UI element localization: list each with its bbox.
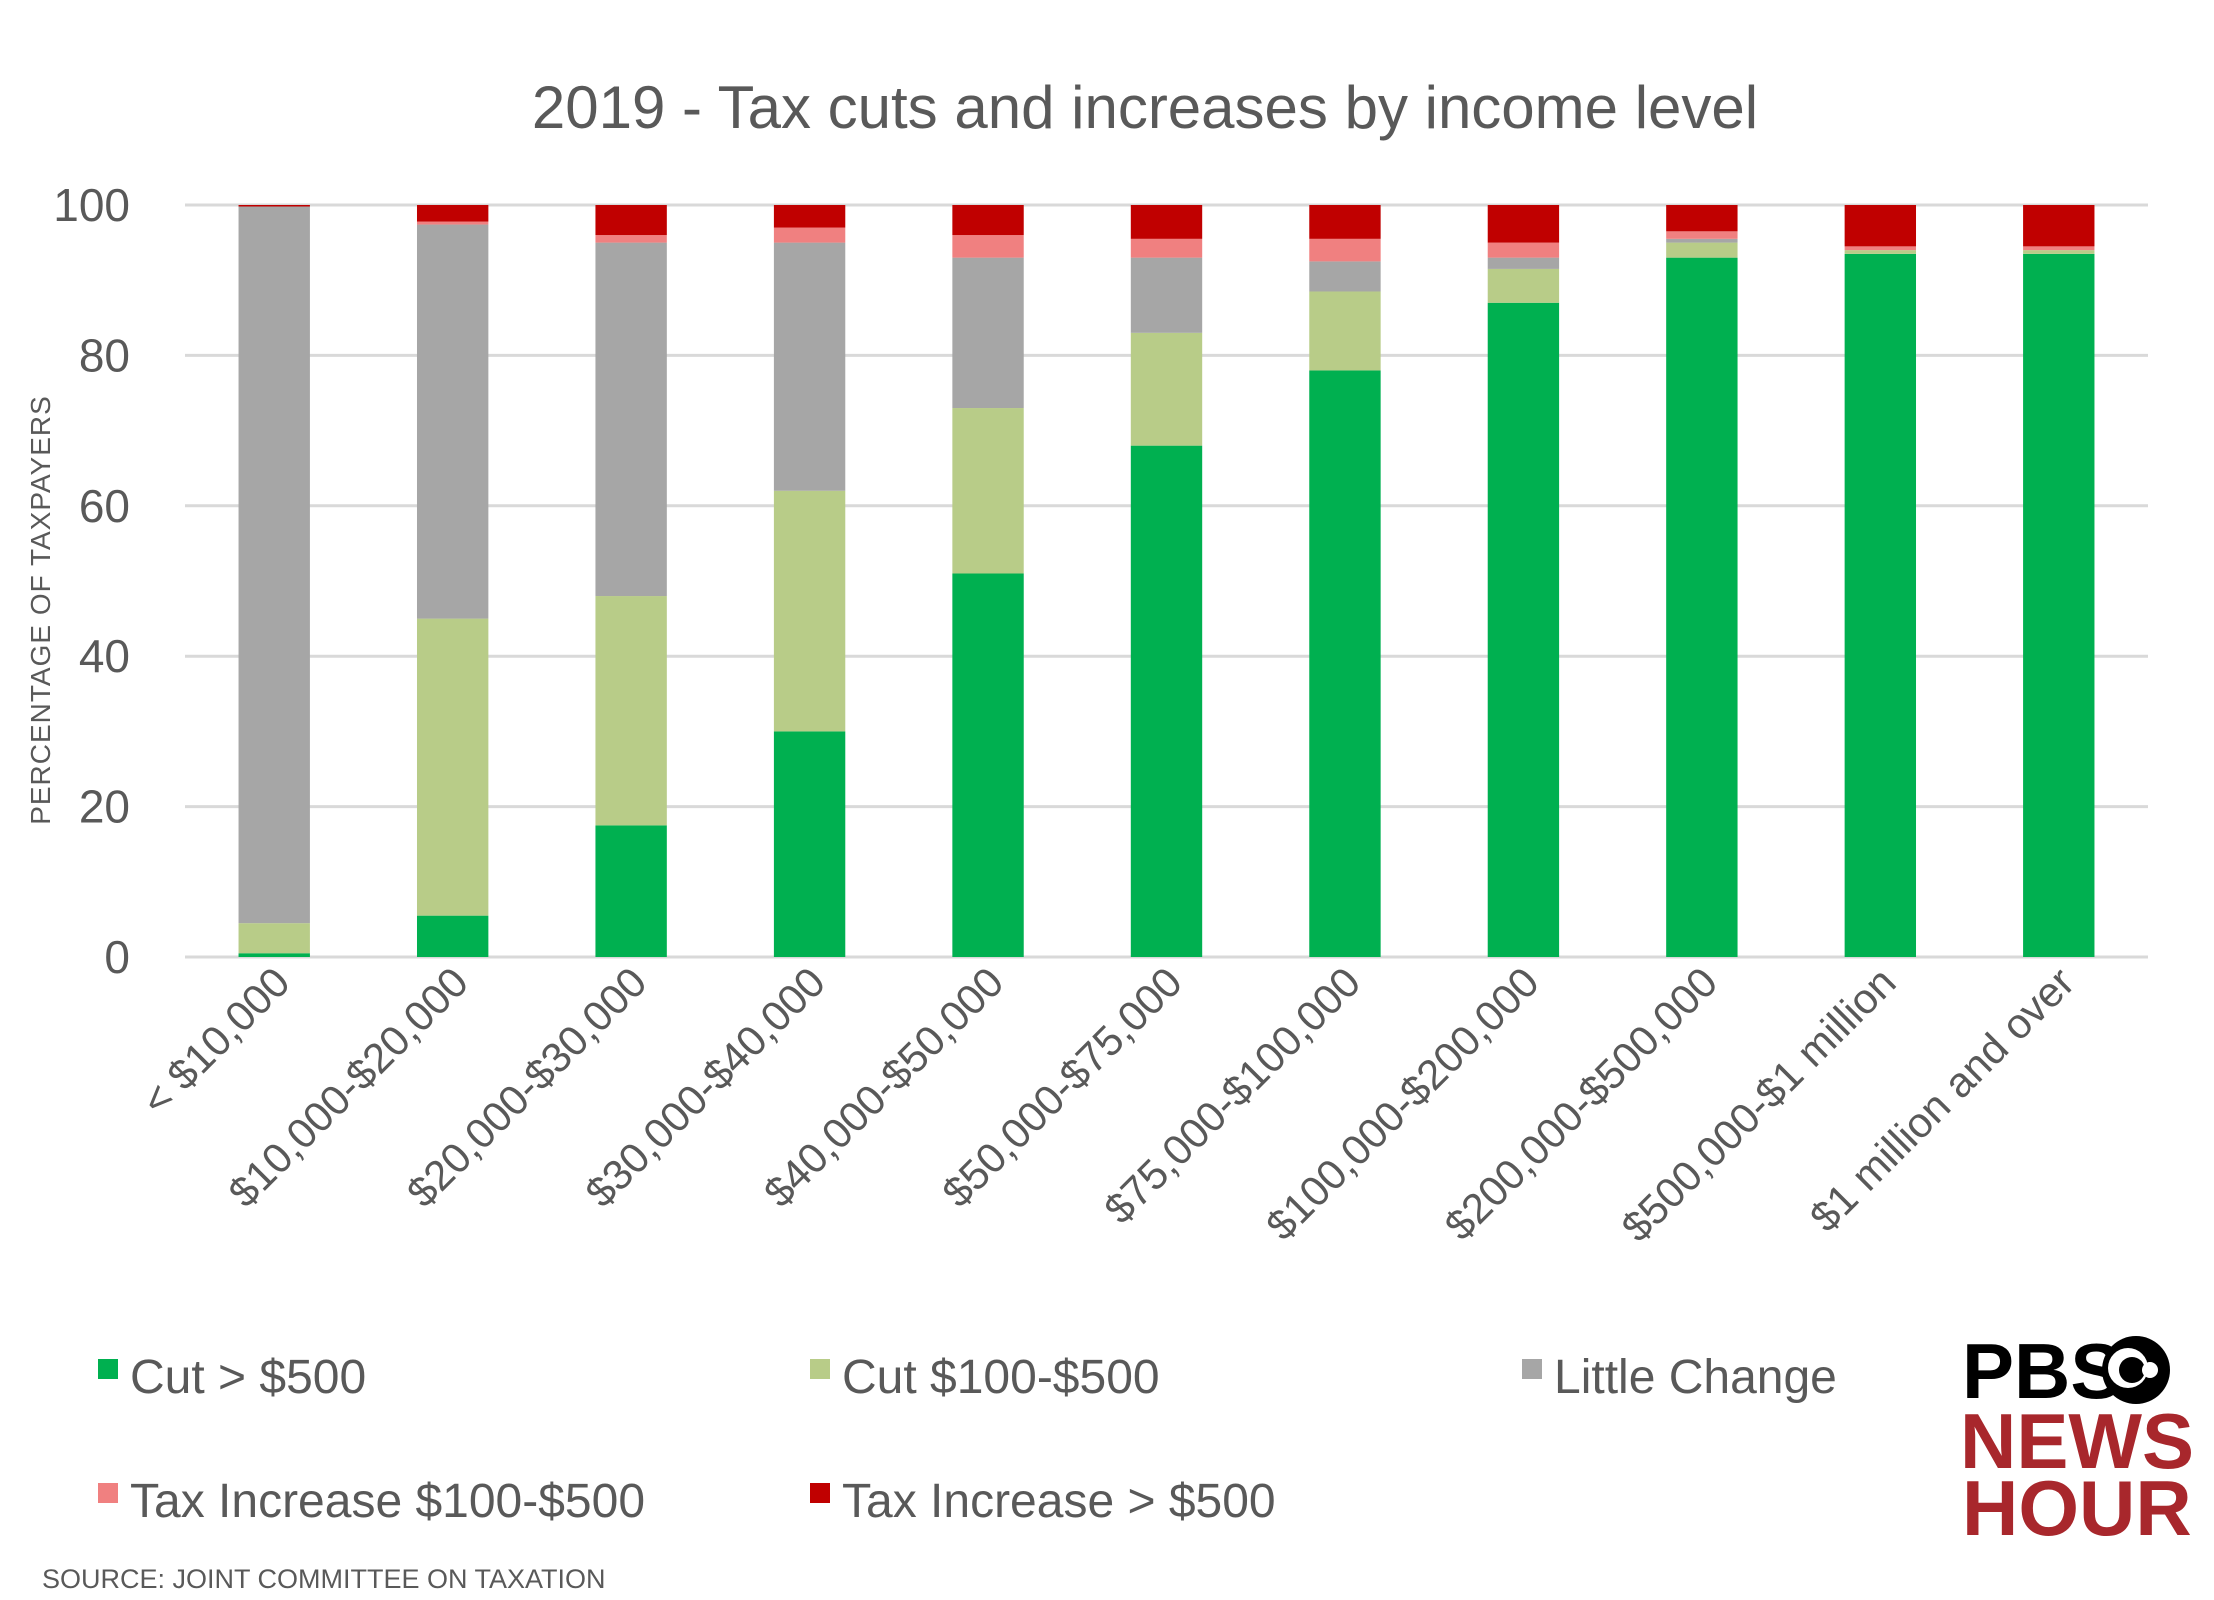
bars — [238, 205, 2095, 957]
bar-cut-100-500-6 — [1309, 291, 1381, 371]
bar-tax-increase-500-1 — [416, 205, 489, 222]
bar-cut-100-500-0 — [238, 923, 310, 954]
bar-cut-100-500-10 — [2023, 250, 2095, 254]
logo-line-hour: HOUR — [1962, 1464, 2192, 1552]
y-tick-label: 100 — [53, 179, 130, 231]
legend: Cut > $500 Cut $100-$500 Little Change Tax … — [98, 1351, 1837, 1528]
bar-tax-increase-500-0 — [238, 205, 310, 207]
legend-label-cut-500: Cut > $500 — [130, 1351, 366, 1404]
legend-label-cut-100-500: Cut $100-$500 — [842, 1351, 1160, 1404]
legend-swatch-tax-increase-500 — [810, 1483, 830, 1503]
bar-cut-100-500-3 — [773, 490, 846, 732]
bar-little-change-2 — [595, 242, 667, 597]
chart-title: 2019 - Tax cuts and increases by income … — [532, 74, 1758, 141]
y-tick-label: 20 — [79, 781, 130, 833]
logo-line-news: NEWS — [1960, 1397, 2194, 1485]
pbs-head-icon — [2102, 1336, 2170, 1404]
bar-tax-increase-100-500-2 — [595, 235, 667, 243]
bar-tax-increase-100-500-10 — [2023, 246, 2095, 251]
bar-little-change-6 — [1309, 261, 1381, 292]
bar-tax-increase-100-500-8 — [1666, 231, 1738, 239]
bar-cut-500-4 — [952, 573, 1024, 957]
bar-cut-100-500-5 — [1130, 332, 1203, 446]
bar-little-change-8 — [1666, 238, 1738, 243]
bar-tax-increase-500-10 — [2023, 205, 2095, 247]
pbs-newshour-logo: PBS NEWS HOUR — [1960, 1327, 2194, 1552]
bar-tax-increase-500-6 — [1309, 205, 1381, 239]
bar-tax-increase-500-2 — [595, 205, 667, 236]
bar-tax-increase-500-8 — [1666, 205, 1738, 232]
x-tick-label: < $10,000 — [132, 958, 298, 1124]
source-note: SOURCE: JOINT COMMITTEE ON TAXATION — [42, 1564, 606, 1594]
bar-cut-500-2 — [595, 825, 667, 957]
y-tick-label: 80 — [79, 329, 130, 381]
bar-tax-increase-100-500-3 — [773, 227, 846, 243]
bar-cut-100-500-1 — [416, 618, 489, 916]
bar-little-change-1 — [416, 224, 489, 619]
bar-tax-increase-100-500-4 — [952, 235, 1024, 258]
y-tick-label: 60 — [79, 480, 130, 532]
bar-little-change-3 — [773, 242, 846, 491]
bar-cut-500-0 — [238, 953, 310, 957]
bar-cut-500-6 — [1309, 370, 1381, 957]
bar-tax-increase-100-500-7 — [1487, 242, 1560, 258]
y-tick-label: 40 — [79, 630, 130, 682]
legend-label-tax-increase-100-500: Tax Increase $100-$500 — [130, 1475, 645, 1528]
bar-cut-500-3 — [773, 731, 846, 957]
bar-little-change-0 — [238, 206, 310, 924]
bar-tax-increase-500-9 — [1844, 205, 1917, 247]
bar-cut-500-7 — [1487, 302, 1560, 957]
bar-cut-100-500-4 — [952, 408, 1024, 574]
legend-swatch-cut-100-500 — [810, 1359, 830, 1379]
legend-label-little-change: Little Change — [1554, 1351, 1837, 1404]
bar-cut-100-500-2 — [595, 596, 667, 826]
legend-label-tax-increase-500: Tax Increase > $500 — [842, 1475, 1276, 1528]
y-axis-ticks: 0 20 40 60 80 100 — [53, 179, 130, 983]
bar-cut-100-500-8 — [1666, 242, 1738, 258]
bar-tax-increase-100-500-5 — [1130, 238, 1203, 258]
y-axis-label: PERCENTAGE OF TAXPAYERS — [25, 395, 56, 825]
bar-tax-increase-500-7 — [1487, 205, 1560, 243]
bar-tax-increase-100-500-9 — [1844, 246, 1917, 251]
bar-cut-100-500-7 — [1487, 268, 1560, 303]
bar-little-change-5 — [1130, 257, 1203, 333]
bar-little-change-7 — [1487, 257, 1560, 269]
legend-swatch-tax-increase-100-500 — [98, 1483, 118, 1503]
bar-cut-500-10 — [2023, 253, 2095, 957]
bar-cut-500-5 — [1130, 445, 1203, 957]
logo-line-pbs: PBS — [1962, 1327, 2122, 1415]
y-tick-label: 0 — [104, 931, 130, 983]
legend-swatch-cut-500 — [98, 1359, 118, 1379]
bar-cut-500-8 — [1666, 257, 1738, 957]
bar-tax-increase-500-5 — [1130, 205, 1203, 239]
bar-tax-increase-500-4 — [952, 205, 1024, 236]
bar-tax-increase-100-500-1 — [416, 221, 489, 225]
bar-cut-500-9 — [1844, 253, 1917, 957]
bar-little-change-4 — [952, 257, 1024, 409]
bar-cut-100-500-9 — [1844, 250, 1917, 254]
legend-swatch-little-change — [1522, 1359, 1542, 1379]
bar-tax-increase-100-500-6 — [1309, 238, 1381, 262]
x-axis-ticks: < $10,000$10,000-$20,000$20,000-$30,000$… — [132, 958, 2083, 1250]
bar-tax-increase-500-3 — [773, 205, 846, 228]
bar-cut-500-1 — [416, 915, 489, 957]
